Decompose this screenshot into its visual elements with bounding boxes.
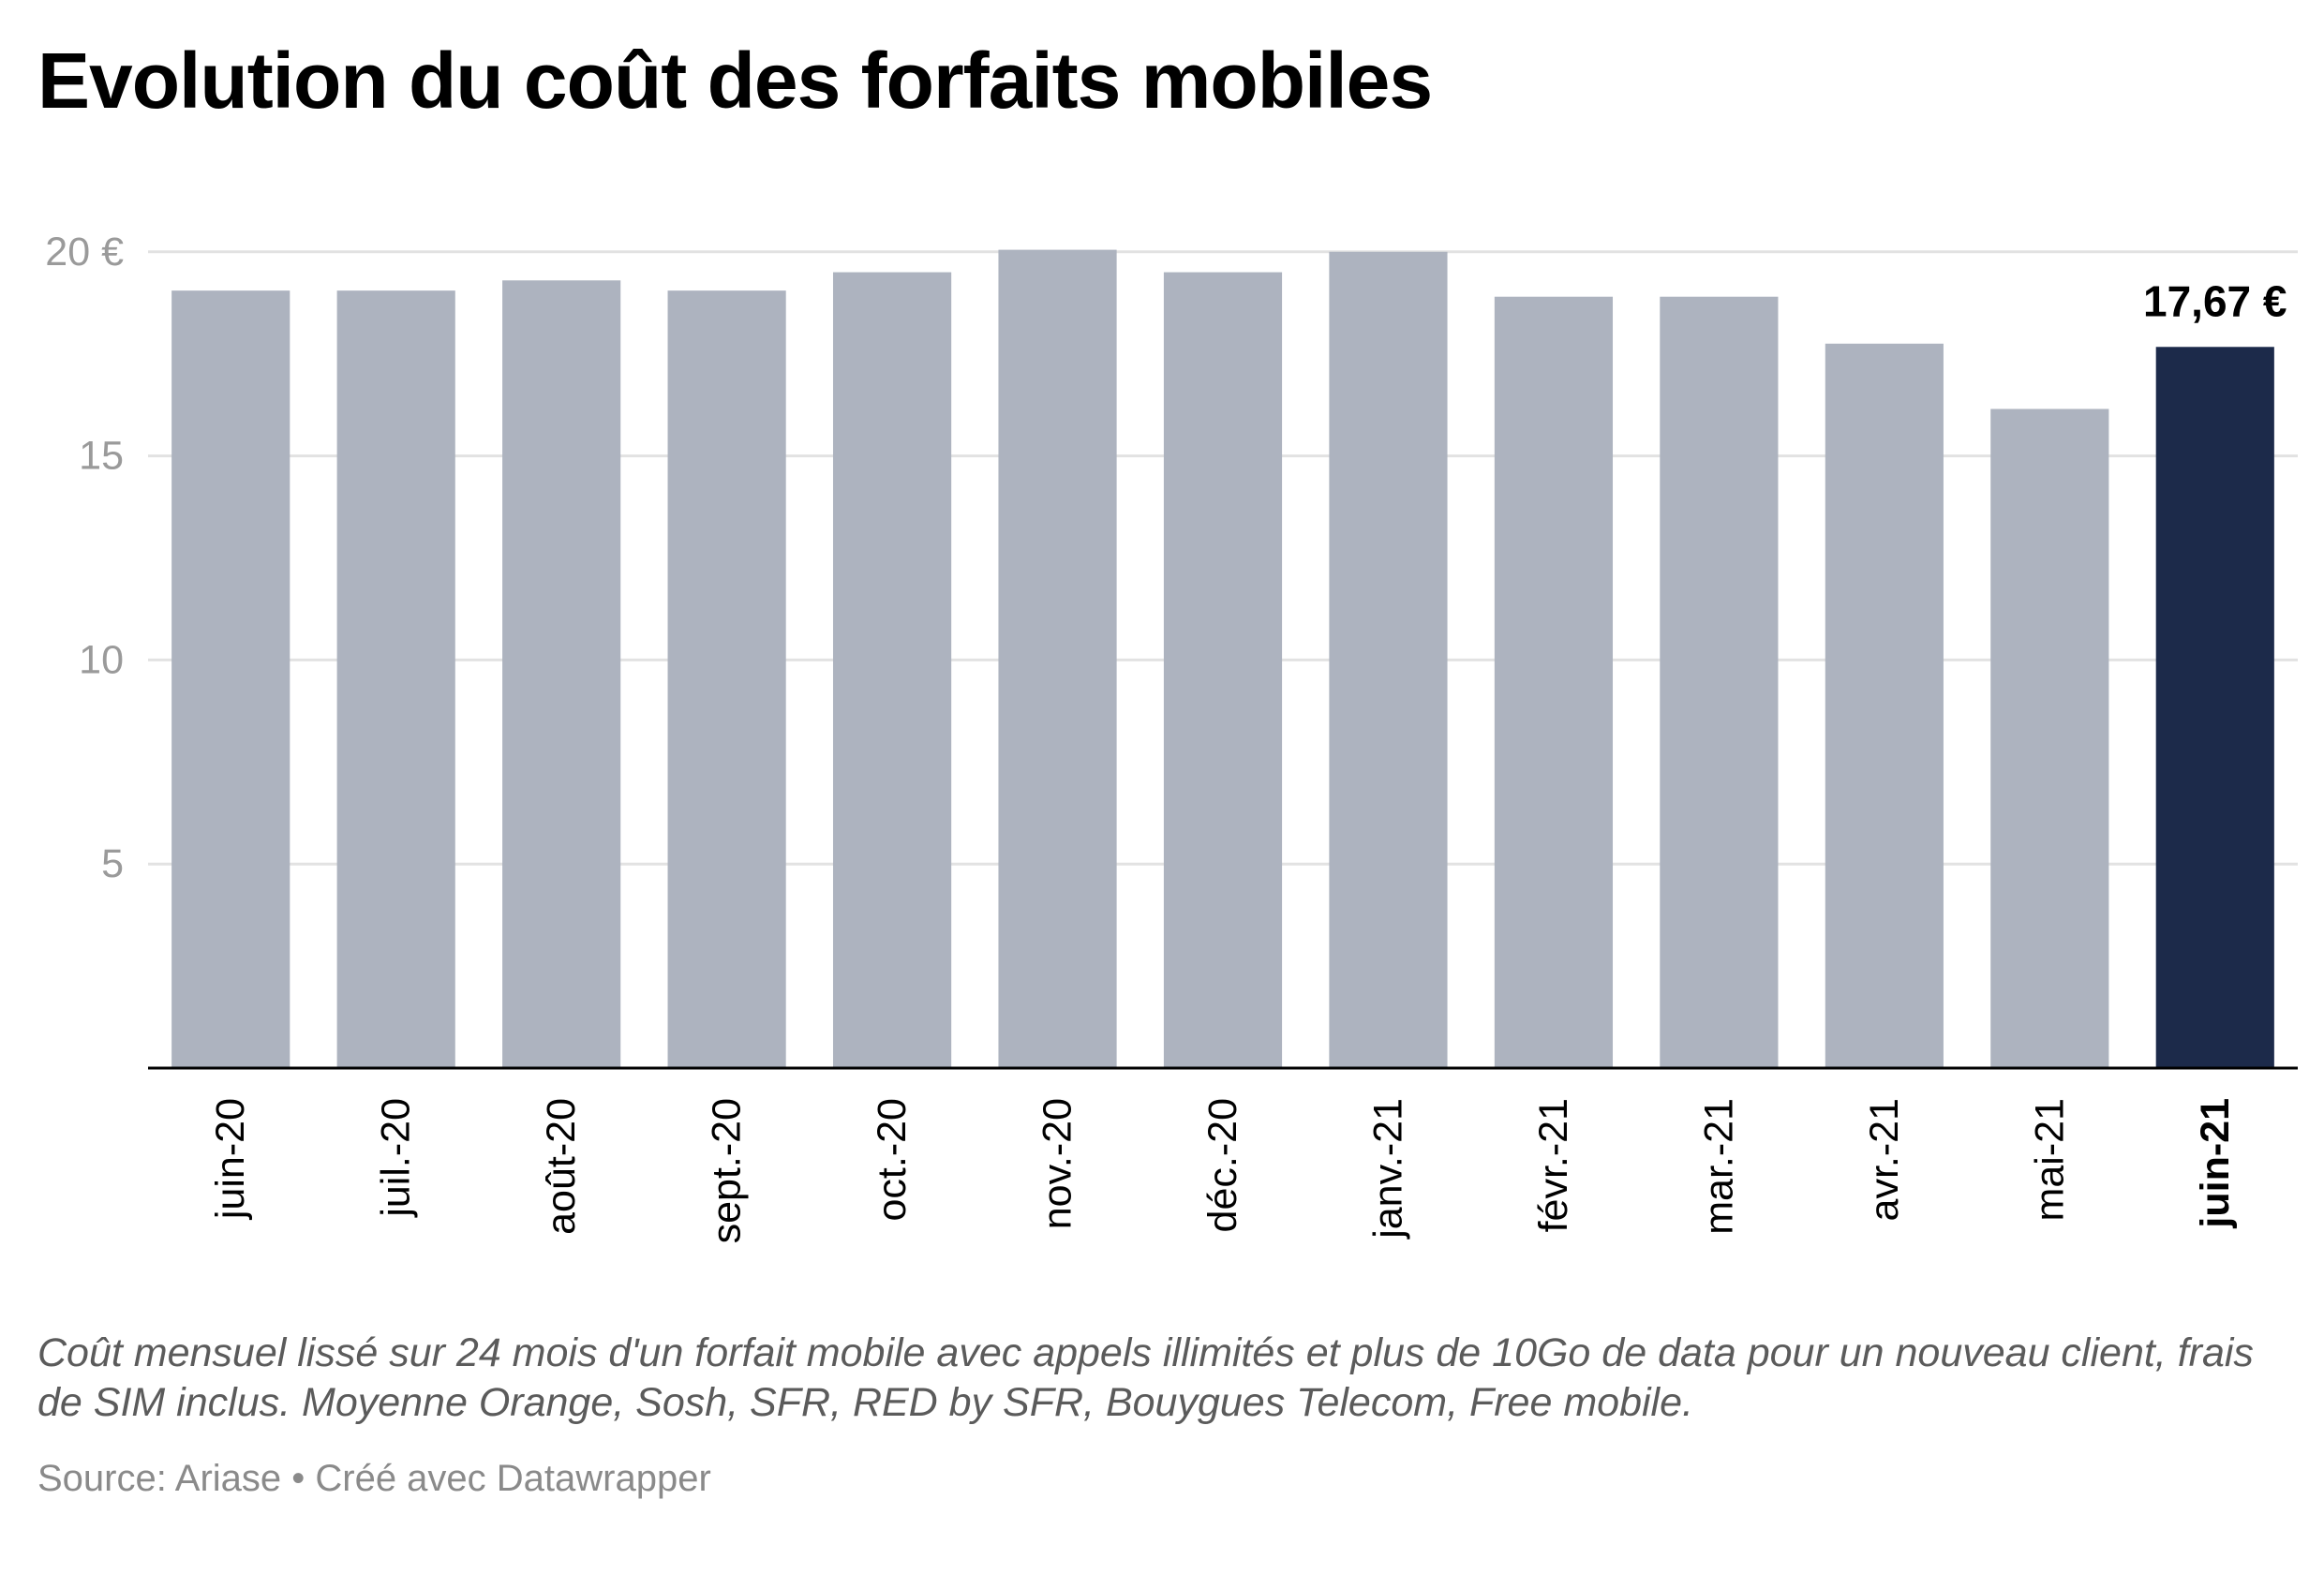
y-tick-label-1: 10 <box>79 637 124 682</box>
bar-déc.-20 <box>1163 272 1283 1068</box>
y-tick-label-0: 5 <box>101 841 124 886</box>
annotations: 17,67 € <box>2143 276 2287 325</box>
bar-janv.-21 <box>1329 251 1448 1068</box>
x-tick-label-août-20: août-20 <box>539 1098 584 1235</box>
x-tick-label-juin-21: juin-21 <box>2193 1098 2238 1229</box>
x-tick-label-déc.-20: déc.-20 <box>1200 1098 1245 1232</box>
bars <box>171 249 2274 1069</box>
x-tick-label-févr.-21: févr.-21 <box>1531 1098 1576 1232</box>
bar-mar.-21 <box>1660 296 1779 1068</box>
highlight-value-label: 17,67 € <box>2143 276 2287 325</box>
bar-févr.-21 <box>1494 296 1614 1068</box>
y-axis-ticks: 5 10 15 20 € <box>45 230 124 886</box>
x-axis-ticks: juin-20 juil.-20 août-20 sept.-20 oct.-20 nov… <box>208 1098 2238 1243</box>
bar-sept.-20 <box>667 290 786 1068</box>
bar-avr.-21 <box>1825 343 1944 1068</box>
x-tick-label-mar.-21: mar.-21 <box>1696 1098 1741 1235</box>
x-tick-label-oct.-20: oct.-20 <box>870 1098 915 1221</box>
x-tick-label-avr.-21: avr.-21 <box>1862 1098 1907 1221</box>
bar-nov.-20 <box>998 249 1117 1069</box>
y-tick-label-2: 15 <box>79 434 124 479</box>
chart-source: Source: Ariase • Créé avec Datawrapper <box>37 1458 711 1499</box>
bar-août-20 <box>502 280 621 1068</box>
x-tick-label-juil.-20: juil.-20 <box>374 1098 419 1219</box>
bar-chart: 5 10 15 20 € juin-20 juil.-20 août-20 sept.-20… <box>45 230 2298 1243</box>
bar-oct.-20 <box>832 272 952 1068</box>
x-tick-label-juin-20: juin-20 <box>208 1098 253 1221</box>
x-tick-label-sept.-20: sept.-20 <box>705 1098 750 1243</box>
bar-mai-21 <box>1990 408 2109 1068</box>
x-tick-label-janv.-21: janv.-21 <box>1365 1098 1410 1240</box>
chart-description: Coût mensuel lissé sur 24 mois d'un forf… <box>37 1330 2254 1425</box>
x-tick-label-mai-21: mai-21 <box>2027 1098 2072 1221</box>
bar-juil.-20 <box>336 290 455 1068</box>
y-tick-label-3: 20 € <box>45 230 124 275</box>
bar-juin-21 <box>2155 347 2274 1068</box>
x-tick-label-nov.-20: nov.-20 <box>1035 1098 1080 1229</box>
chart-title: Evolution du coût des forfaits mobiles <box>37 37 1433 125</box>
bar-juin-20 <box>171 290 290 1068</box>
